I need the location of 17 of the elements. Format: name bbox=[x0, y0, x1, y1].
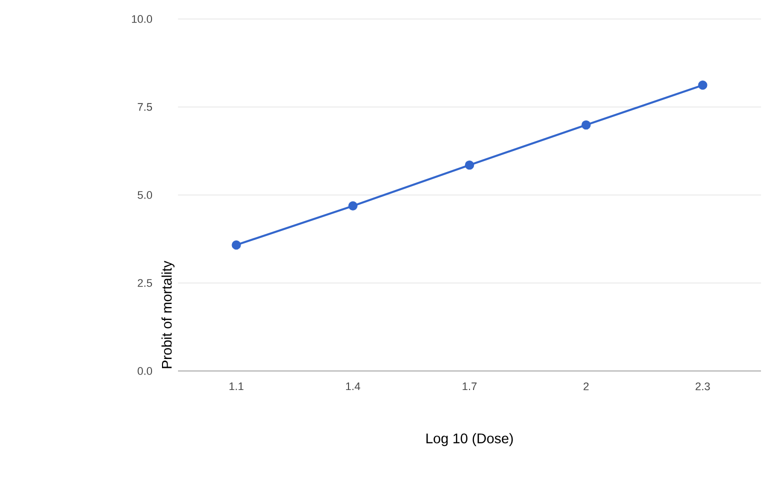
y-tick-label: 7.5 bbox=[138, 103, 152, 111]
point bbox=[582, 120, 591, 130]
point bbox=[698, 80, 708, 90]
x-tick-label: 2.3 bbox=[696, 382, 710, 390]
x-tick-label: 2 bbox=[584, 382, 589, 390]
x-tick-label: 1.7 bbox=[462, 382, 477, 390]
y-tick-label: 2.5 bbox=[138, 279, 152, 287]
point bbox=[232, 240, 241, 250]
y-tick-label: 0.0 bbox=[138, 367, 152, 375]
x-tick-label: 1.4 bbox=[346, 382, 360, 390]
point bbox=[464, 160, 474, 170]
x-axis-title: Log 10 (Dose) bbox=[426, 433, 513, 446]
y-tick-label: 5.0 bbox=[138, 191, 152, 199]
x-tick-label: 1.1 bbox=[230, 382, 244, 390]
point bbox=[348, 201, 358, 210]
y-axis-title: Probit of mortality bbox=[161, 260, 174, 368]
y-tick-label: 10.0 bbox=[132, 15, 152, 23]
